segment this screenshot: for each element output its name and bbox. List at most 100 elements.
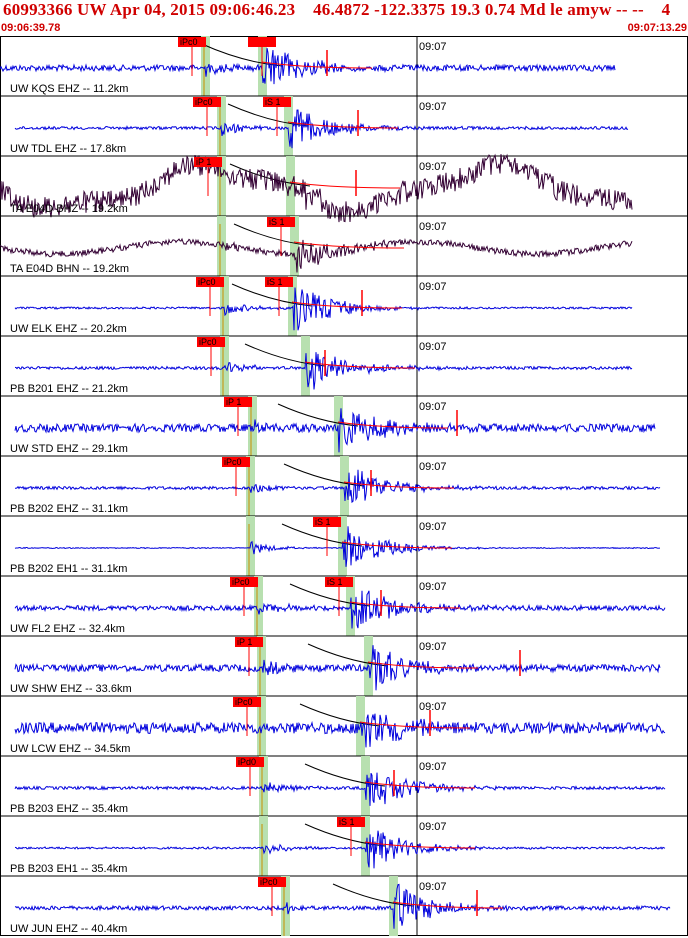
p-pick-band: [248, 396, 257, 456]
phase-pick-label: iS 1: [315, 517, 331, 527]
travel-time-curve: [304, 763, 386, 787]
minute-tick-label: 09:07: [419, 761, 447, 773]
travel-time-curve: [307, 643, 389, 667]
waveform-trace: [14, 883, 671, 929]
phase-pick-box: [230, 577, 258, 587]
p-pick-band: [217, 96, 226, 156]
station-channel-label: UW TDL EHZ -- 17.8km: [10, 143, 126, 155]
phase-pick-box: [233, 697, 261, 707]
phase-pick-label: iPc0: [260, 877, 278, 887]
minute-tick-label: 09:07: [419, 221, 447, 233]
phase-pick-label: iP 1: [196, 157, 211, 167]
phase-pick-label: iP 1: [237, 637, 252, 647]
coda-fit-curve: [343, 481, 455, 489]
seismogram-record-section[interactable]: iPc0 09:07 UW KQS EHZ -- 11.2km iPc0 iS 1 09:…: [0, 36, 688, 938]
phase-pick-box: [194, 157, 222, 167]
minute-tick-label: 09:07: [419, 641, 447, 653]
phase-pick-label: iP 1: [226, 397, 241, 407]
phase-pick-box: [224, 397, 252, 407]
phase-pick-box: [325, 577, 353, 587]
s-pick-band: [284, 96, 293, 156]
travel-time-curve: [227, 103, 309, 127]
phase-pick-label: iPc0: [195, 97, 213, 107]
phase-pick-box: [263, 97, 291, 107]
p-pick-band: [220, 276, 229, 336]
minute-tick-label: 09:07: [419, 701, 447, 713]
waveform-trace: [14, 469, 661, 504]
s-pick-band: [288, 276, 297, 336]
waveform-trace: [0, 153, 633, 223]
waveform-trace: [14, 352, 633, 390]
phase-pick-box: [265, 277, 293, 287]
minute-tick-label: 09:07: [419, 161, 447, 173]
station-channel-label: PB B201 EHZ -- 21.2km: [10, 383, 128, 395]
minute-tick-label: 09:07: [419, 461, 447, 473]
phase-pick-label: iPc0: [232, 577, 250, 587]
waveform-trace: [14, 408, 656, 453]
event-header: 60993366 UW Apr 04, 2015 09:06:46.23 46.…: [0, 0, 688, 36]
phase-pick-box: [258, 877, 286, 887]
p-pick-band: [201, 36, 210, 96]
minute-tick-label: 09:07: [419, 881, 447, 893]
phase-pick-box: [313, 517, 341, 527]
waveform-trace: [14, 645, 661, 691]
phase-pick-label: iPc0: [199, 337, 217, 347]
p-pick-band: [254, 576, 263, 636]
travel-time-curve: [283, 463, 365, 487]
station-channel-label: UW LCW EHZ -- 34.5km: [10, 743, 130, 755]
travel-time-curve: [233, 223, 315, 247]
coda-fit-curve: [364, 781, 476, 789]
minute-tick-label: 09:07: [419, 401, 447, 413]
phase-pick-box: [248, 37, 276, 47]
window-start-time: 09:06:39.78: [1, 22, 61, 34]
station-channel-label: TA E04D BHN -- 19.2km: [10, 263, 129, 275]
waveform-trace: [14, 713, 666, 748]
p-pick-band: [257, 636, 266, 696]
phase-pick-label: iS 1: [339, 817, 355, 827]
coda-fit-curve: [293, 241, 405, 249]
station-channel-label: UW KQS EHZ -- 11.2km: [10, 83, 128, 95]
station-channel-label: PB B202 EH1 -- 31.1km: [10, 563, 127, 575]
minute-tick-label: 09:07: [419, 581, 447, 593]
phase-pick-label: iS 1: [265, 97, 281, 107]
waveform-trace: [0, 237, 633, 273]
coda-fit-curve: [337, 421, 449, 429]
s-pick-band: [389, 876, 398, 936]
coda-fit-curve: [359, 721, 471, 729]
phase-pick-box: [178, 37, 206, 47]
minute-tick-label: 09:07: [419, 281, 447, 293]
station-channel-label: UW ELK EHZ -- 20.2km: [10, 323, 127, 335]
coda-fit-curve: [304, 361, 416, 369]
minute-tick-label: 09:07: [419, 101, 447, 113]
coda-fit-curve: [392, 901, 504, 909]
coda-fit-curve: [364, 841, 476, 849]
waveform-trace: [14, 830, 666, 869]
station-channel-label: PB B203 EH1 -- 35.4km: [10, 863, 127, 875]
phase-pick-box: [337, 817, 365, 827]
station-channel-label: UW STD EHZ -- 29.1km: [10, 443, 128, 455]
phase-pick-label: iS 1: [269, 217, 285, 227]
phase-pick-box: [267, 217, 295, 227]
coda-fit-curve: [367, 661, 479, 669]
p-pick-band: [281, 876, 290, 936]
s-pick-band: [340, 456, 349, 516]
p-pick-band: [257, 696, 266, 756]
travel-time-curve: [201, 43, 283, 67]
phase-pick-box: [196, 277, 224, 287]
travel-time-curve: [277, 403, 359, 427]
station-channel-label: UW FL2 EHZ -- 32.4km: [10, 623, 125, 635]
travel-time-curve: [229, 163, 311, 187]
phase-pick-label: iPc0: [180, 37, 198, 47]
minute-tick-label: 09:07: [419, 41, 447, 53]
phase-pick-label: iPc0: [224, 457, 242, 467]
travel-time-curve: [299, 703, 381, 727]
waveform-trace: [14, 526, 660, 567]
s-pick-band: [290, 216, 299, 276]
coda-fit-curve: [291, 301, 403, 309]
waveform-trace: [14, 590, 666, 629]
phase-pick-label: iS 1: [327, 577, 343, 587]
p-pick-band: [246, 456, 255, 516]
waveform-trace: [14, 109, 629, 149]
coda-fit-curve: [289, 181, 401, 189]
coda-fit-curve: [341, 541, 453, 549]
